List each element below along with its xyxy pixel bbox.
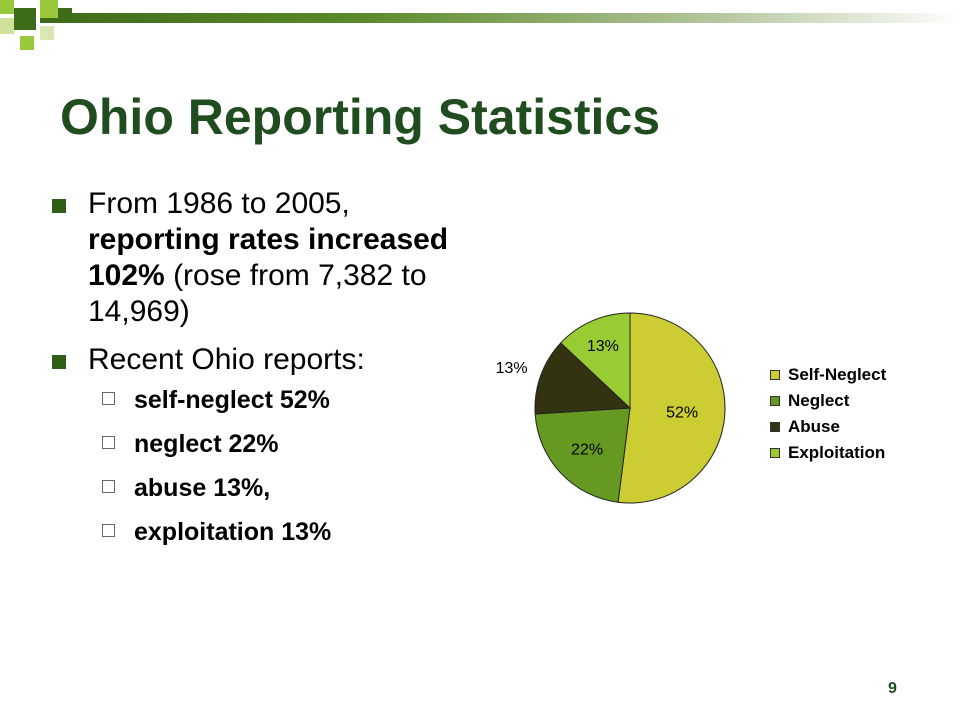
legend-swatch [770, 448, 780, 458]
legend-label: Abuse [788, 417, 840, 436]
decor-square [40, 26, 54, 40]
checkbox-bullet-icon [102, 524, 115, 537]
checkbox-bullet-icon [102, 392, 115, 405]
legend-item: Exploitation [770, 440, 886, 466]
decor-square [58, 8, 72, 22]
legend-label: Exploitation [788, 443, 886, 462]
decor-square [0, 0, 14, 14]
pie-data-label: 22% [571, 441, 603, 458]
bullet-marker-icon [52, 199, 66, 213]
sub-bullet-item: neglect 22% [50, 430, 450, 458]
legend-item: Neglect [770, 388, 886, 414]
decor-square [20, 36, 34, 50]
header-gradient-bar [40, 13, 960, 23]
slide-number: 9 [888, 680, 897, 697]
sub-bullet-list: self-neglect 52% neglect 22% abuse 13%, … [50, 386, 450, 546]
decor-square [40, 0, 58, 18]
sub-bullet-text: exploitation 13% [134, 518, 332, 546]
pie-chart: 52% 22% 13% 13% [496, 312, 726, 504]
bullet-text: Recent Ohio reports: [88, 343, 365, 376]
pie-slice-abuse [534, 342, 632, 415]
sub-bullet-item: exploitation 13% [50, 518, 450, 546]
chart-legend: Self-Neglect Neglect Abuse Exploitation [770, 362, 886, 466]
checkbox-bullet-icon [102, 480, 115, 493]
decor-square [0, 18, 14, 34]
sub-bullet-text: neglect 22% [134, 430, 279, 458]
checkbox-bullet-icon [102, 436, 115, 449]
legend-item: Self-Neglect [770, 362, 886, 388]
legend-item: Abuse [770, 414, 886, 440]
pie-slice-exploitation [560, 312, 631, 410]
decor-square [14, 8, 36, 30]
pie-slice-neglect [534, 407, 631, 503]
pie-slice-self-neglect [617, 312, 726, 504]
legend-label: Self-Neglect [788, 365, 887, 384]
header-decoration [0, 0, 960, 60]
bullet-marker-icon [52, 355, 66, 369]
slide-title: Ohio Reporting Statistics [60, 89, 661, 145]
legend-label: Neglect [788, 391, 850, 410]
legend-swatch [770, 422, 780, 432]
sub-bullet-text: abuse 13%, [134, 474, 271, 502]
bullet-text-part1: From 1986 to 2005, [88, 187, 350, 220]
sub-bullet-text: self-neglect 52% [134, 386, 330, 414]
legend-swatch [770, 370, 780, 380]
sub-bullet-item: self-neglect 52% [50, 386, 450, 414]
bullet-text-part2: (rose from 7,382 to 14,969) [88, 259, 427, 328]
legend-swatch [770, 396, 780, 406]
bullet-reporting-rates: From 1986 to 2005, reporting rates incre… [50, 186, 450, 330]
pie-data-label: 13% [587, 338, 619, 355]
bullet-text-bold: reporting rates increased 102% [88, 223, 449, 292]
pie-data-label: 13% [496, 360, 528, 377]
sub-bullet-item: abuse 13%, [50, 474, 450, 502]
pie-data-label: 52% [666, 404, 698, 421]
bullet-list: From 1986 to 2005, reporting rates incre… [50, 186, 450, 562]
bullet-recent-reports: Recent Ohio reports: [50, 342, 450, 378]
